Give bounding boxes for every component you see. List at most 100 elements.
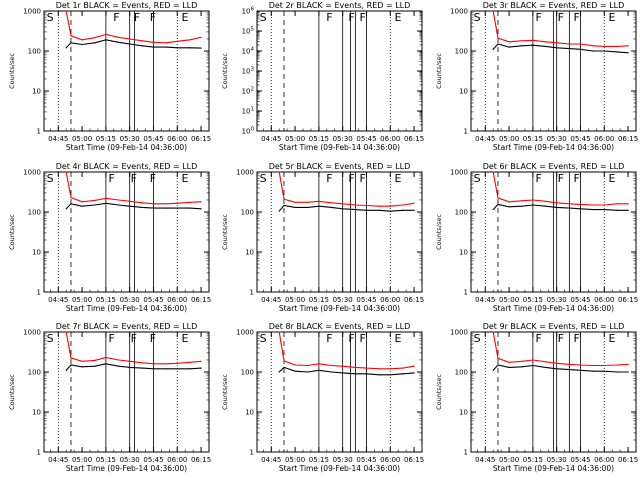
flag-label: E	[394, 11, 401, 24]
panel-title: Det 9r BLACK = Events, RED = LLD	[483, 322, 625, 331]
lld-data-point	[508, 201, 510, 203]
x-tick-label: 04:45	[475, 456, 495, 464]
x-axis-label: Start Time (09-Feb-14 04:36:00)	[493, 304, 614, 313]
lld-data-point	[129, 360, 131, 362]
x-tick-label: 06:00	[380, 456, 400, 464]
lld-data-point	[497, 197, 499, 199]
events-data-point	[65, 208, 67, 210]
y-tick-label: 10	[32, 409, 41, 417]
lld-data-point	[330, 202, 333, 204]
events-data-point	[556, 368, 558, 370]
x-tick-label: 05:00	[499, 135, 519, 143]
flag-label: F	[558, 172, 564, 185]
events-data-point	[521, 205, 523, 207]
flag-label: F	[150, 332, 156, 345]
flag-label: F	[574, 332, 580, 345]
events-data-point	[521, 45, 523, 47]
events-data-point	[105, 202, 107, 204]
flag-label: F	[360, 172, 366, 185]
flag-label: S	[474, 332, 481, 345]
events-data-point	[532, 364, 534, 367]
lld-data-point	[189, 361, 191, 363]
flag-label: F	[131, 172, 137, 185]
events-data-point	[307, 206, 309, 209]
x-axis-label: Start Time (09-Feb-14 04:36:00)	[279, 143, 400, 152]
detector-panel: Det 5r BLACK = Events, RED = LLD 1 10 100 10…	[221, 162, 424, 313]
lld-data-point	[492, 331, 494, 333]
lld-data-point	[544, 361, 547, 363]
events-data-point	[544, 205, 547, 207]
y-tick-label: 10	[459, 88, 468, 96]
x-tick-label: 05:30	[333, 456, 353, 464]
events-data-point	[568, 47, 570, 50]
events-data-point	[568, 368, 570, 371]
y-tick-label: 103	[242, 67, 255, 76]
x-tick-label: 05:00	[499, 456, 519, 464]
events-data-point	[579, 369, 582, 371]
events-data-point	[627, 371, 629, 373]
events-data-point	[389, 210, 391, 212]
x-tick-label: 06:15	[191, 135, 211, 143]
events-data-point	[65, 369, 67, 371]
lld-data-point	[307, 201, 309, 203]
x-axis-label: Start Time (09-Feb-14 04:36:00)	[279, 464, 400, 473]
x-tick-label: 04:45	[48, 456, 68, 464]
plot-frame	[256, 10, 423, 132]
events-data-point	[544, 45, 547, 48]
events-data-point	[318, 369, 320, 371]
x-axis-label: Start Time (09-Feb-14 04:36:00)	[279, 304, 400, 313]
lld-data-point	[141, 202, 143, 204]
x-tick-label: 05:30	[547, 135, 567, 143]
plot-frame	[43, 331, 210, 453]
events-data-point	[176, 368, 178, 370]
lld-data-point	[81, 39, 83, 41]
detector-panel: Det 8r BLACK = Events, RED = LLD 1 10 100 10…	[221, 322, 424, 473]
x-tick-label: 05:30	[333, 296, 353, 304]
lld-data-point	[81, 360, 83, 362]
x-tick-label: 05:45	[570, 135, 590, 143]
events-data-point	[413, 209, 415, 211]
x-tick-label: 04:45	[475, 296, 495, 304]
lld-data-point	[544, 41, 547, 43]
y-tick-label: 100	[28, 209, 41, 217]
events-data-point	[354, 208, 356, 211]
events-data-point	[189, 47, 191, 49]
y-tick-label: 10	[245, 409, 254, 417]
events-data-point	[342, 372, 344, 374]
events-data-point	[556, 206, 558, 209]
events-data-point	[70, 203, 72, 205]
y-tick-label: 1	[250, 449, 254, 457]
lld-data-point	[627, 45, 629, 47]
events-data-point	[508, 366, 510, 369]
events-data-point	[492, 48, 494, 50]
x-tick-label: 05:15	[96, 135, 116, 143]
flag-label: F	[360, 332, 366, 345]
events-data-point	[294, 370, 296, 372]
events-data-point	[189, 368, 191, 370]
x-tick-label: 05:45	[143, 456, 163, 464]
events-data-point	[152, 46, 155, 48]
x-tick-label: 05:00	[72, 296, 92, 304]
lld-data-point	[65, 10, 67, 12]
events-data-point	[342, 208, 344, 210]
y-tick-label: 100	[241, 209, 254, 217]
events-data-point	[627, 52, 629, 54]
x-tick-label: 06:00	[380, 135, 400, 143]
x-tick-label: 05:30	[120, 296, 140, 304]
plot-frame	[256, 331, 423, 453]
y-tick-label: 104	[242, 47, 255, 56]
x-tick-label: 05:00	[72, 456, 92, 464]
lld-data-point	[94, 37, 96, 39]
detector-panel: Det 2r BLACK = Events, RED = LLD 100 101 10…	[221, 1, 424, 152]
x-tick-label: 05:00	[285, 456, 305, 464]
lld-data-point	[389, 205, 391, 207]
y-tick-label: 1000	[450, 329, 468, 337]
x-tick-label: 06:00	[167, 135, 187, 143]
panel-title: Det 7r BLACK = Events, RED = LLD	[56, 322, 198, 331]
y-axis-label: Counts/sec	[435, 374, 443, 410]
events-data-point	[278, 371, 280, 373]
lld-data-point	[568, 43, 570, 45]
lld-data-point	[402, 367, 404, 369]
events-data-point	[378, 374, 380, 376]
lld-data-point	[497, 357, 499, 359]
